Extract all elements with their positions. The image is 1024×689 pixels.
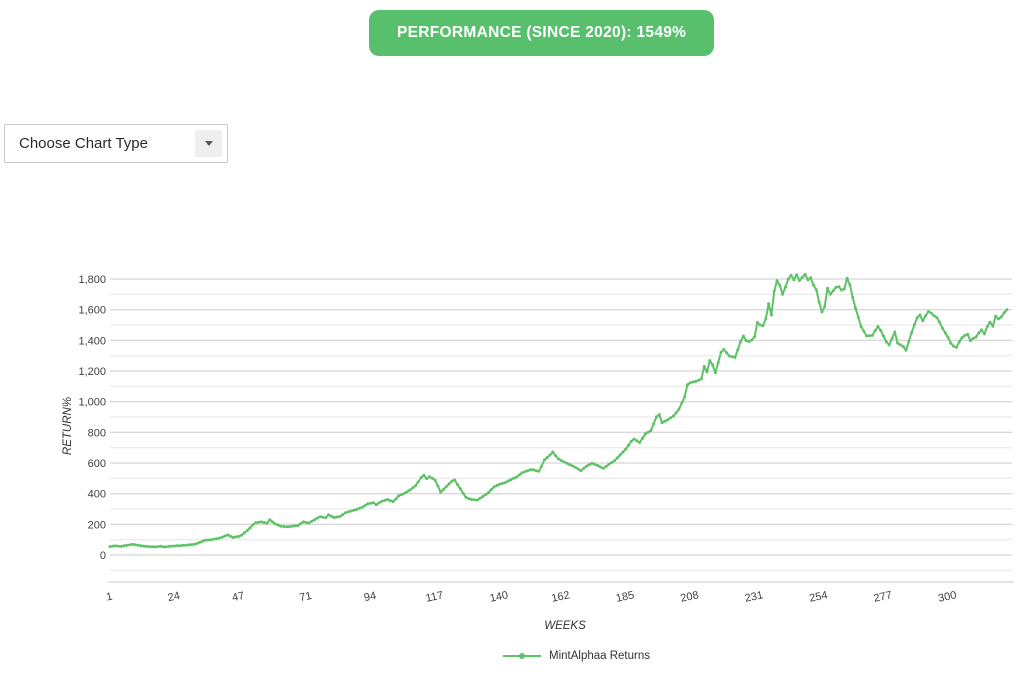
x-axis-title: WEEKS	[544, 620, 586, 632]
svg-text:800: 800	[88, 427, 106, 439]
svg-text:185: 185	[615, 589, 635, 605]
dropdown-arrow-button[interactable]	[195, 130, 222, 157]
legend[interactable]: MintAlphaa Returns	[503, 650, 650, 662]
returns-line-chart: 0 200 400 600 800 1,000 1,200 1,400 1,600 1,800 1 2…	[78, 272, 1014, 605]
y-axis-title: RETURN%	[62, 396, 74, 456]
svg-text:1: 1	[105, 591, 113, 604]
svg-text:277: 277	[873, 589, 893, 605]
svg-text:47: 47	[231, 590, 245, 604]
legend-dot-icon	[519, 653, 525, 659]
svg-text:300: 300	[937, 589, 957, 605]
performance-badge: PERFORMANCE (SINCE 2020): 1549%	[369, 10, 715, 56]
svg-text:1,800: 1,800	[78, 274, 106, 286]
svg-text:231: 231	[744, 589, 764, 605]
svg-text:208: 208	[679, 589, 699, 605]
svg-text:254: 254	[808, 589, 828, 605]
svg-text:1,200: 1,200	[78, 366, 106, 378]
svg-text:200: 200	[88, 519, 106, 531]
chart-type-dropdown-label: Choose Chart Type	[19, 135, 148, 152]
svg-text:24: 24	[167, 590, 181, 604]
svg-text:1,400: 1,400	[78, 335, 106, 347]
svg-text:71: 71	[298, 590, 312, 604]
legend-label: MintAlphaa Returns	[549, 650, 650, 662]
chart-type-dropdown[interactable]: Choose Chart Type	[4, 124, 228, 163]
svg-text:140: 140	[489, 589, 509, 605]
svg-text:162: 162	[550, 589, 570, 605]
svg-text:94: 94	[363, 590, 377, 604]
svg-text:0: 0	[100, 550, 106, 562]
svg-text:117: 117	[425, 589, 445, 604]
legend-line-marker	[503, 653, 541, 659]
svg-text:1,000: 1,000	[78, 397, 106, 409]
svg-text:400: 400	[88, 489, 106, 501]
chevron-down-icon	[204, 141, 213, 146]
svg-text:600: 600	[88, 458, 106, 470]
svg-text:1,600: 1,600	[78, 305, 106, 317]
